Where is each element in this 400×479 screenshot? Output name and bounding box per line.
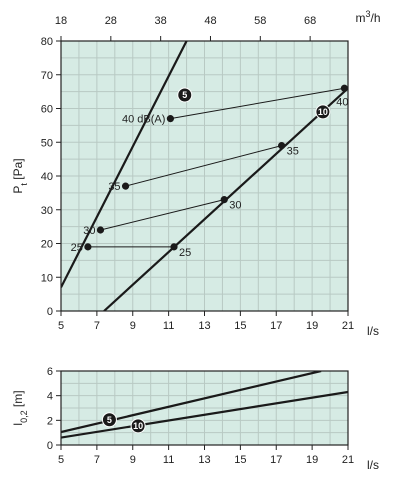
x-tick-label: 21 (342, 454, 354, 466)
y-tick-label: 2 (47, 415, 53, 427)
x-axis-label: l/s (367, 458, 379, 472)
x-tick-label: 5 (58, 454, 64, 466)
y-tick-label: 10 (41, 272, 53, 284)
series-badge (130, 418, 146, 434)
series-line-5 (61, 41, 188, 288)
point-label: 35 (108, 181, 120, 193)
x-tick-label: 5 (58, 320, 64, 332)
x-tick-label: 19 (306, 454, 318, 466)
data-point (121, 182, 130, 190)
x-tick-label: 11 (163, 454, 174, 466)
top-axis-label: m3/h (355, 9, 380, 25)
x-tick-label: 13 (198, 454, 210, 466)
x-tick-label: 17 (270, 320, 282, 332)
top-tick-label: 48 (204, 15, 216, 27)
point-label: 40 dB(A) (122, 114, 165, 126)
x-tick-label: 15 (234, 454, 246, 466)
point-label: 25 (179, 247, 191, 259)
noise-level-line (125, 145, 282, 187)
y-tick-label: 60 (41, 104, 53, 116)
x-tick-label: 15 (234, 320, 246, 332)
series-badge-label: 10 (318, 107, 328, 117)
data-point (220, 196, 228, 204)
point-label: 40 (336, 96, 348, 108)
x-tick-label: 13 (198, 320, 210, 332)
y-tick-label: 4 (47, 391, 53, 403)
y-axis-label-unit: [Pa] (11, 158, 25, 183)
x-tick-label: 17 (270, 454, 282, 466)
y-tick-label: 50 (41, 137, 53, 149)
data-point (96, 226, 105, 234)
y-tick-label: 0 (47, 440, 53, 452)
data-point (84, 243, 92, 251)
x-axis-label: l/s (367, 324, 379, 338)
x-tick-label: 19 (306, 320, 318, 332)
y-tick-label: 0 (47, 306, 53, 318)
top-tick-label: 38 (155, 15, 167, 27)
series-badge (101, 412, 117, 428)
data-point (170, 243, 178, 251)
y-axis-label: l0,2 [m] (11, 390, 29, 425)
x-tick-label: 11 (163, 320, 174, 332)
y-axis-label-main: l (11, 423, 25, 426)
top-axis-label-rest: /h (371, 11, 381, 25)
data-point (278, 142, 286, 150)
series-badge-label: 10 (133, 421, 143, 431)
series-badge-label: 5 (182, 90, 187, 100)
series-badge (177, 87, 193, 103)
x-tick-label: 21 (342, 320, 354, 332)
y-axis-label: Pt [Pa] (11, 158, 29, 193)
top-tick-label: 58 (254, 15, 266, 27)
y-axis-label-sub: 0,2 (19, 410, 29, 423)
top-axis-label-sup: 3 (365, 9, 370, 19)
top-axis-label-main: m (355, 11, 365, 25)
data-point (340, 84, 349, 92)
y-tick-label: 30 (41, 205, 53, 217)
top-tick-label: 28 (105, 15, 117, 27)
y-tick-label: 70 (41, 70, 53, 82)
series-badge (315, 104, 331, 120)
noise-level-line (100, 199, 225, 231)
y-axis-label-sub: t (19, 183, 29, 186)
x-tick-label: 7 (94, 320, 100, 332)
y-axis-label-main: P (11, 186, 25, 194)
point-label: 30 (229, 200, 241, 212)
y-tick-label: 20 (41, 239, 53, 251)
x-tick-label: 7 (94, 454, 100, 466)
series-badge-label: 5 (107, 415, 112, 425)
y-tick-label: 40 (41, 171, 53, 183)
x-tick-label: 9 (130, 320, 136, 332)
data-point (166, 115, 175, 123)
y-tick-label: 6 (47, 366, 53, 378)
point-label: 30 (83, 225, 95, 237)
point-label: 35 (287, 146, 299, 158)
point-label: 25 (71, 242, 83, 254)
x-tick-label: 9 (130, 454, 136, 466)
noise-level-line (170, 87, 345, 120)
y-tick-label: 80 (41, 36, 53, 48)
y-axis-label-unit: [m] (11, 390, 25, 410)
series-line-10 (61, 390, 348, 439)
top-tick-label: 18 (55, 15, 67, 27)
top-tick-label: 68 (304, 15, 316, 27)
